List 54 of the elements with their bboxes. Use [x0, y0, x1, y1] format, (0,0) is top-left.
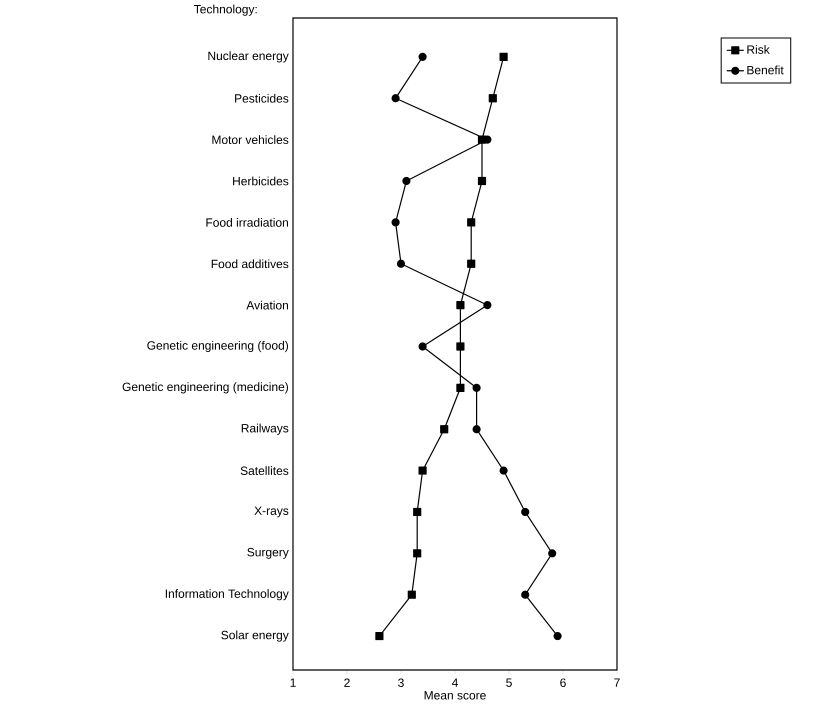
- y-tick-label: Motor vehicles: [212, 135, 288, 144]
- point: [521, 508, 530, 516]
- point: [413, 549, 422, 558]
- point: [396, 260, 406, 268]
- point: [418, 342, 427, 351]
- point: [418, 466, 427, 475]
- point: [440, 425, 448, 434]
- point: [456, 342, 464, 351]
- x-tick-label: 3: [398, 678, 404, 687]
- x-tick-label: 5: [506, 678, 512, 687]
- x-tick-label: 4: [452, 678, 458, 687]
- y-tick-label: Food irradiation: [206, 218, 288, 227]
- point: [467, 260, 476, 268]
- point: [408, 590, 416, 599]
- point: [413, 508, 422, 516]
- point: [402, 176, 410, 186]
- point: [488, 94, 497, 102]
- point: [500, 466, 508, 475]
- y-tick-label: Railways: [242, 424, 288, 435]
- y-tick-label: Genetic engineering (medicine): [122, 382, 288, 394]
- y-tick-label: Herbicides: [233, 176, 288, 186]
- y-tick-label: Information Technology: [166, 589, 289, 600]
- point: [392, 94, 400, 102]
- x-tick-label: 1: [290, 678, 296, 687]
- point: [375, 632, 384, 640]
- y-tick-label: X-rays: [254, 506, 288, 518]
- y-tick-label: Pesticides: [235, 94, 288, 103]
- y-tick-label: Food additives: [212, 259, 288, 268]
- point: [483, 301, 492, 310]
- point: [472, 384, 481, 392]
- point: [478, 176, 486, 186]
- y-tick-label: Solar energy: [221, 630, 289, 642]
- y-tick-label: Surgery: [247, 548, 289, 559]
- point: [392, 218, 400, 226]
- point: [467, 218, 476, 226]
- point: [521, 590, 530, 599]
- y-tick-label: Aviation: [246, 300, 288, 310]
- point: [418, 52, 427, 61]
- x-tick-label: 2: [344, 678, 350, 687]
- x-tick-label: 6: [560, 678, 566, 687]
- point: [554, 632, 562, 640]
- point: [456, 301, 464, 310]
- legend-label: Risk: [747, 45, 770, 54]
- point: [472, 425, 481, 434]
- y-tick-label: Satellites: [240, 466, 288, 476]
- point: [500, 52, 508, 61]
- point: [456, 384, 464, 392]
- legend-label: Benefit: [747, 66, 784, 74]
- point: [548, 549, 556, 558]
- x-axis-title: Mean score: [424, 691, 486, 700]
- y-tick-label: Genetic engineering (food): [147, 340, 288, 352]
- x-tick-label: 7: [614, 678, 620, 687]
- y-tick-label: Nuclear energy: [208, 51, 289, 62]
- y-axis-title: Technology:: [194, 4, 257, 16]
